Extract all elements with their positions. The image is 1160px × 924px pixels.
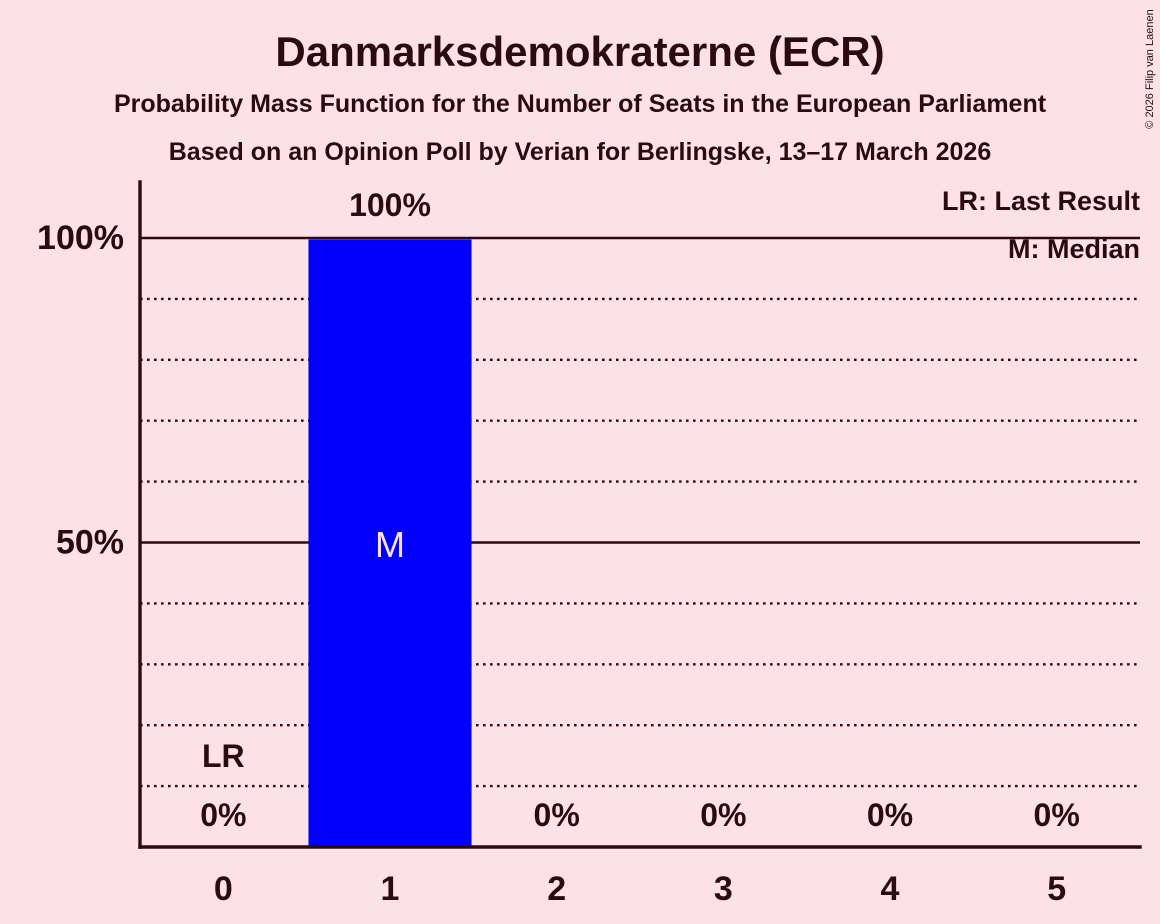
- last-result-marker: LR: [202, 738, 245, 774]
- median-marker: M: [375, 524, 405, 565]
- chart-source-subtitle: Based on an Opinion Poll by Verian for B…: [168, 138, 992, 166]
- x-tick-label-5: 5: [1047, 870, 1066, 908]
- value-label-seats-3: 0%: [700, 797, 746, 833]
- y-tick-label-100pct: 100%: [37, 219, 124, 257]
- value-label-seats-2: 0%: [534, 797, 580, 833]
- value-label-seats-1: 100%: [349, 187, 431, 223]
- chart-title: Danmarksdemokraterne (ECR): [275, 28, 885, 75]
- x-tick-label-4: 4: [881, 870, 900, 908]
- value-label-seats-4: 0%: [867, 797, 913, 833]
- x-tick-label-3: 3: [714, 870, 733, 908]
- value-label-seats-0: 0%: [200, 797, 246, 833]
- x-tick-label-2: 2: [547, 870, 566, 908]
- x-tick-label-1: 1: [381, 870, 400, 908]
- y-tick-label-50pct: 50%: [56, 524, 124, 562]
- bar-seats-1: [308, 239, 472, 847]
- chart-subtitle: Probability Mass Function for the Number…: [113, 90, 1047, 118]
- legend-last-result: LR: Last Result: [941, 186, 1140, 216]
- value-label-seats-5: 0%: [1034, 797, 1080, 833]
- x-tick-label-0: 0: [214, 870, 233, 908]
- legend-median: M: Median: [1008, 234, 1140, 264]
